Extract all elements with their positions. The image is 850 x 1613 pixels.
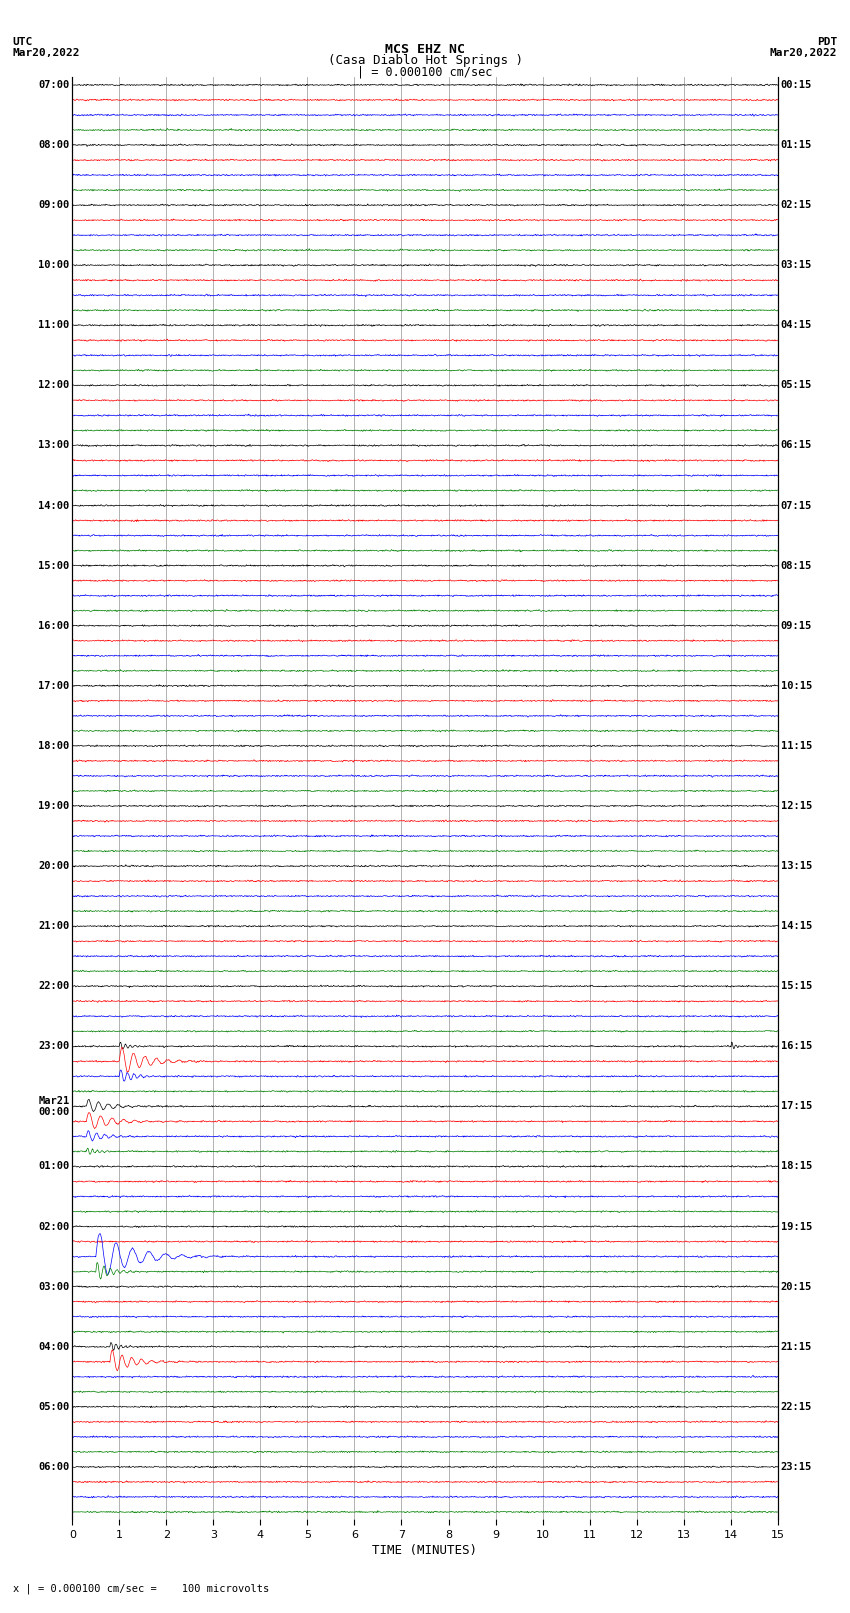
Text: x | = 0.000100 cm/sec =    100 microvolts: x | = 0.000100 cm/sec = 100 microvolts (13, 1582, 269, 1594)
Text: UTC: UTC (13, 37, 33, 47)
Text: Mar20,2022: Mar20,2022 (13, 48, 80, 58)
Text: | = 0.000100 cm/sec: | = 0.000100 cm/sec (357, 65, 493, 79)
Text: MCS EHZ NC: MCS EHZ NC (385, 44, 465, 56)
Text: Mar20,2022: Mar20,2022 (770, 48, 837, 58)
X-axis label: TIME (MINUTES): TIME (MINUTES) (372, 1544, 478, 1557)
Text: (Casa Diablo Hot Springs ): (Casa Diablo Hot Springs ) (327, 53, 523, 68)
Text: PDT: PDT (817, 37, 837, 47)
